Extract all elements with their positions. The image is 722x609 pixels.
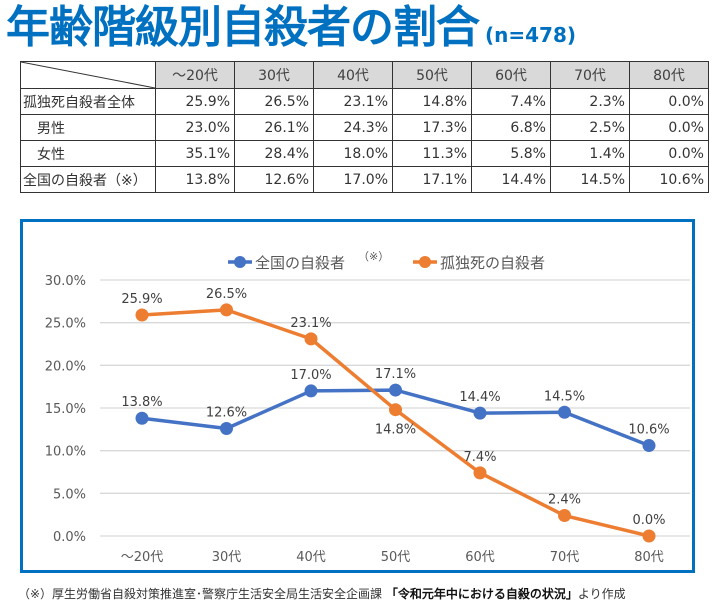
legend-label-note: （※） [358,250,389,263]
data-label: 17.0% [290,368,331,383]
column-header: 60代 [471,61,551,89]
table-cell: 13.8% [155,166,235,193]
data-point [135,308,149,322]
data-label: 14.8% [375,423,416,438]
x-tick-label: 80代 [634,550,664,565]
data-label: 14.5% [544,389,585,404]
x-tick-label: 50代 [381,550,411,565]
data-point [558,509,571,523]
data-label: 7.4% [463,450,496,465]
table-cell: 5.8% [471,140,551,167]
y-tick-label: 15.0% [45,402,86,417]
table-cell: 0.0% [629,88,709,115]
legend-marker [234,256,246,268]
table-cell: 6.8% [471,114,551,141]
footnote-prefix: （※）厚生労働省自殺対策推進室･警察庁生活安全局生活安全企画課 [18,587,386,601]
table-row: 全国の自殺者（※） 13.8% 12.6% 17.0% 17.1% 14.4% 14.5% 1… [20,166,709,193]
footnote: （※）厚生労働省自殺対策推進室･警察庁生活安全局生活安全企画課 「令和元年中にお… [18,585,626,602]
diagonal-line [21,62,155,88]
x-tick-label: 40代 [296,550,326,565]
table-cell: 17.3% [392,114,472,141]
data-table: ～20代 30代 40代 50代 60代 70代 80代 孤独死自殺者全体 25.… [20,61,709,193]
x-tick-label: 70代 [550,550,580,565]
x-tick-label: ～20代 [121,550,164,565]
chart-frame [20,219,695,573]
x-tick-label: 30代 [212,550,242,565]
y-tick-label: 25.0% [45,317,86,332]
data-label: 0.0% [632,513,665,528]
data-point [389,383,402,397]
table-cell: 14.8% [392,88,472,115]
row-label: 男性 [20,114,156,141]
table-cell: 23.0% [155,114,235,141]
data-point [220,421,233,435]
y-tick-label: 20.0% [45,359,86,374]
column-header: 30代 [234,61,314,89]
table-cell: 17.0% [313,166,393,193]
data-point [558,405,571,419]
table-row: 女性 35.1% 28.4% 18.0% 11.3% 5.8% 1.4% 0.0% [20,140,709,167]
table-cell: 26.5% [234,88,314,115]
data-label: 13.8% [121,395,162,410]
row-label: 孤独死自殺者全体 [20,88,156,115]
data-label: 12.6% [206,405,247,420]
table-cell: 14.5% [550,166,630,193]
data-label: 25.9% [121,292,162,307]
y-tick-label: 10.0% [45,445,86,460]
data-point [304,384,318,398]
y-tick-label: 0.0% [53,530,86,545]
table-header-row: ～20代 30代 40代 50代 60代 70代 80代 [20,61,709,89]
sample-size: (n=478) [485,23,577,47]
column-header: ～20代 [155,61,235,89]
page-title: 年齢階級別自殺者の割合 (n=478) [6,2,576,61]
corner-cell [20,61,156,89]
footnote-suffix: より作成 [577,587,626,601]
table-cell: 0.0% [629,140,709,167]
table-row: 孤独死自殺者全体 25.9% 26.5% 23.1% 14.8% 7.4% 2.3% 0.0% [20,88,709,115]
table-cell: 24.3% [313,114,393,141]
table-cell: 2.3% [550,88,630,115]
row-label: 全国の自殺者（※） [20,166,156,193]
y-tick-label: 30.0% [45,274,86,289]
data-label: 14.4% [459,390,500,405]
column-header: 40代 [313,61,393,89]
data-label: 2.4% [548,493,581,508]
data-point [642,439,656,453]
table-cell: 10.6% [629,166,709,193]
column-header: 80代 [629,61,709,89]
data-point [220,303,233,317]
table-row: 男性 23.0% 26.1% 24.3% 17.3% 6.8% 2.5% 0.0% [20,114,709,141]
data-point [389,403,402,417]
legend-marker [419,256,431,268]
x-tick-label: 60代 [465,550,495,565]
data-point [304,332,318,346]
table-cell: 12.6% [234,166,314,193]
data-point [473,466,487,480]
column-header: 70代 [550,61,630,89]
table-cell: 1.4% [550,140,630,167]
data-label: 10.6% [628,423,669,438]
legend-label: 孤独死の自殺者 [440,254,545,272]
data-point [473,406,487,420]
legend-label: 全国の自殺者 [255,254,345,272]
data-label: 17.1% [375,367,416,382]
title-main: 年齢階級別自殺者の割合 [6,2,480,53]
data-label: 23.1% [290,316,331,331]
data-point [135,411,149,425]
footnote-source: 「令和元年中における自殺の状況」 [385,587,578,601]
data-point [642,529,656,543]
y-tick-label: 5.0% [53,487,86,502]
data-label: 26.5% [206,287,247,302]
table-cell: 14.4% [471,166,551,193]
